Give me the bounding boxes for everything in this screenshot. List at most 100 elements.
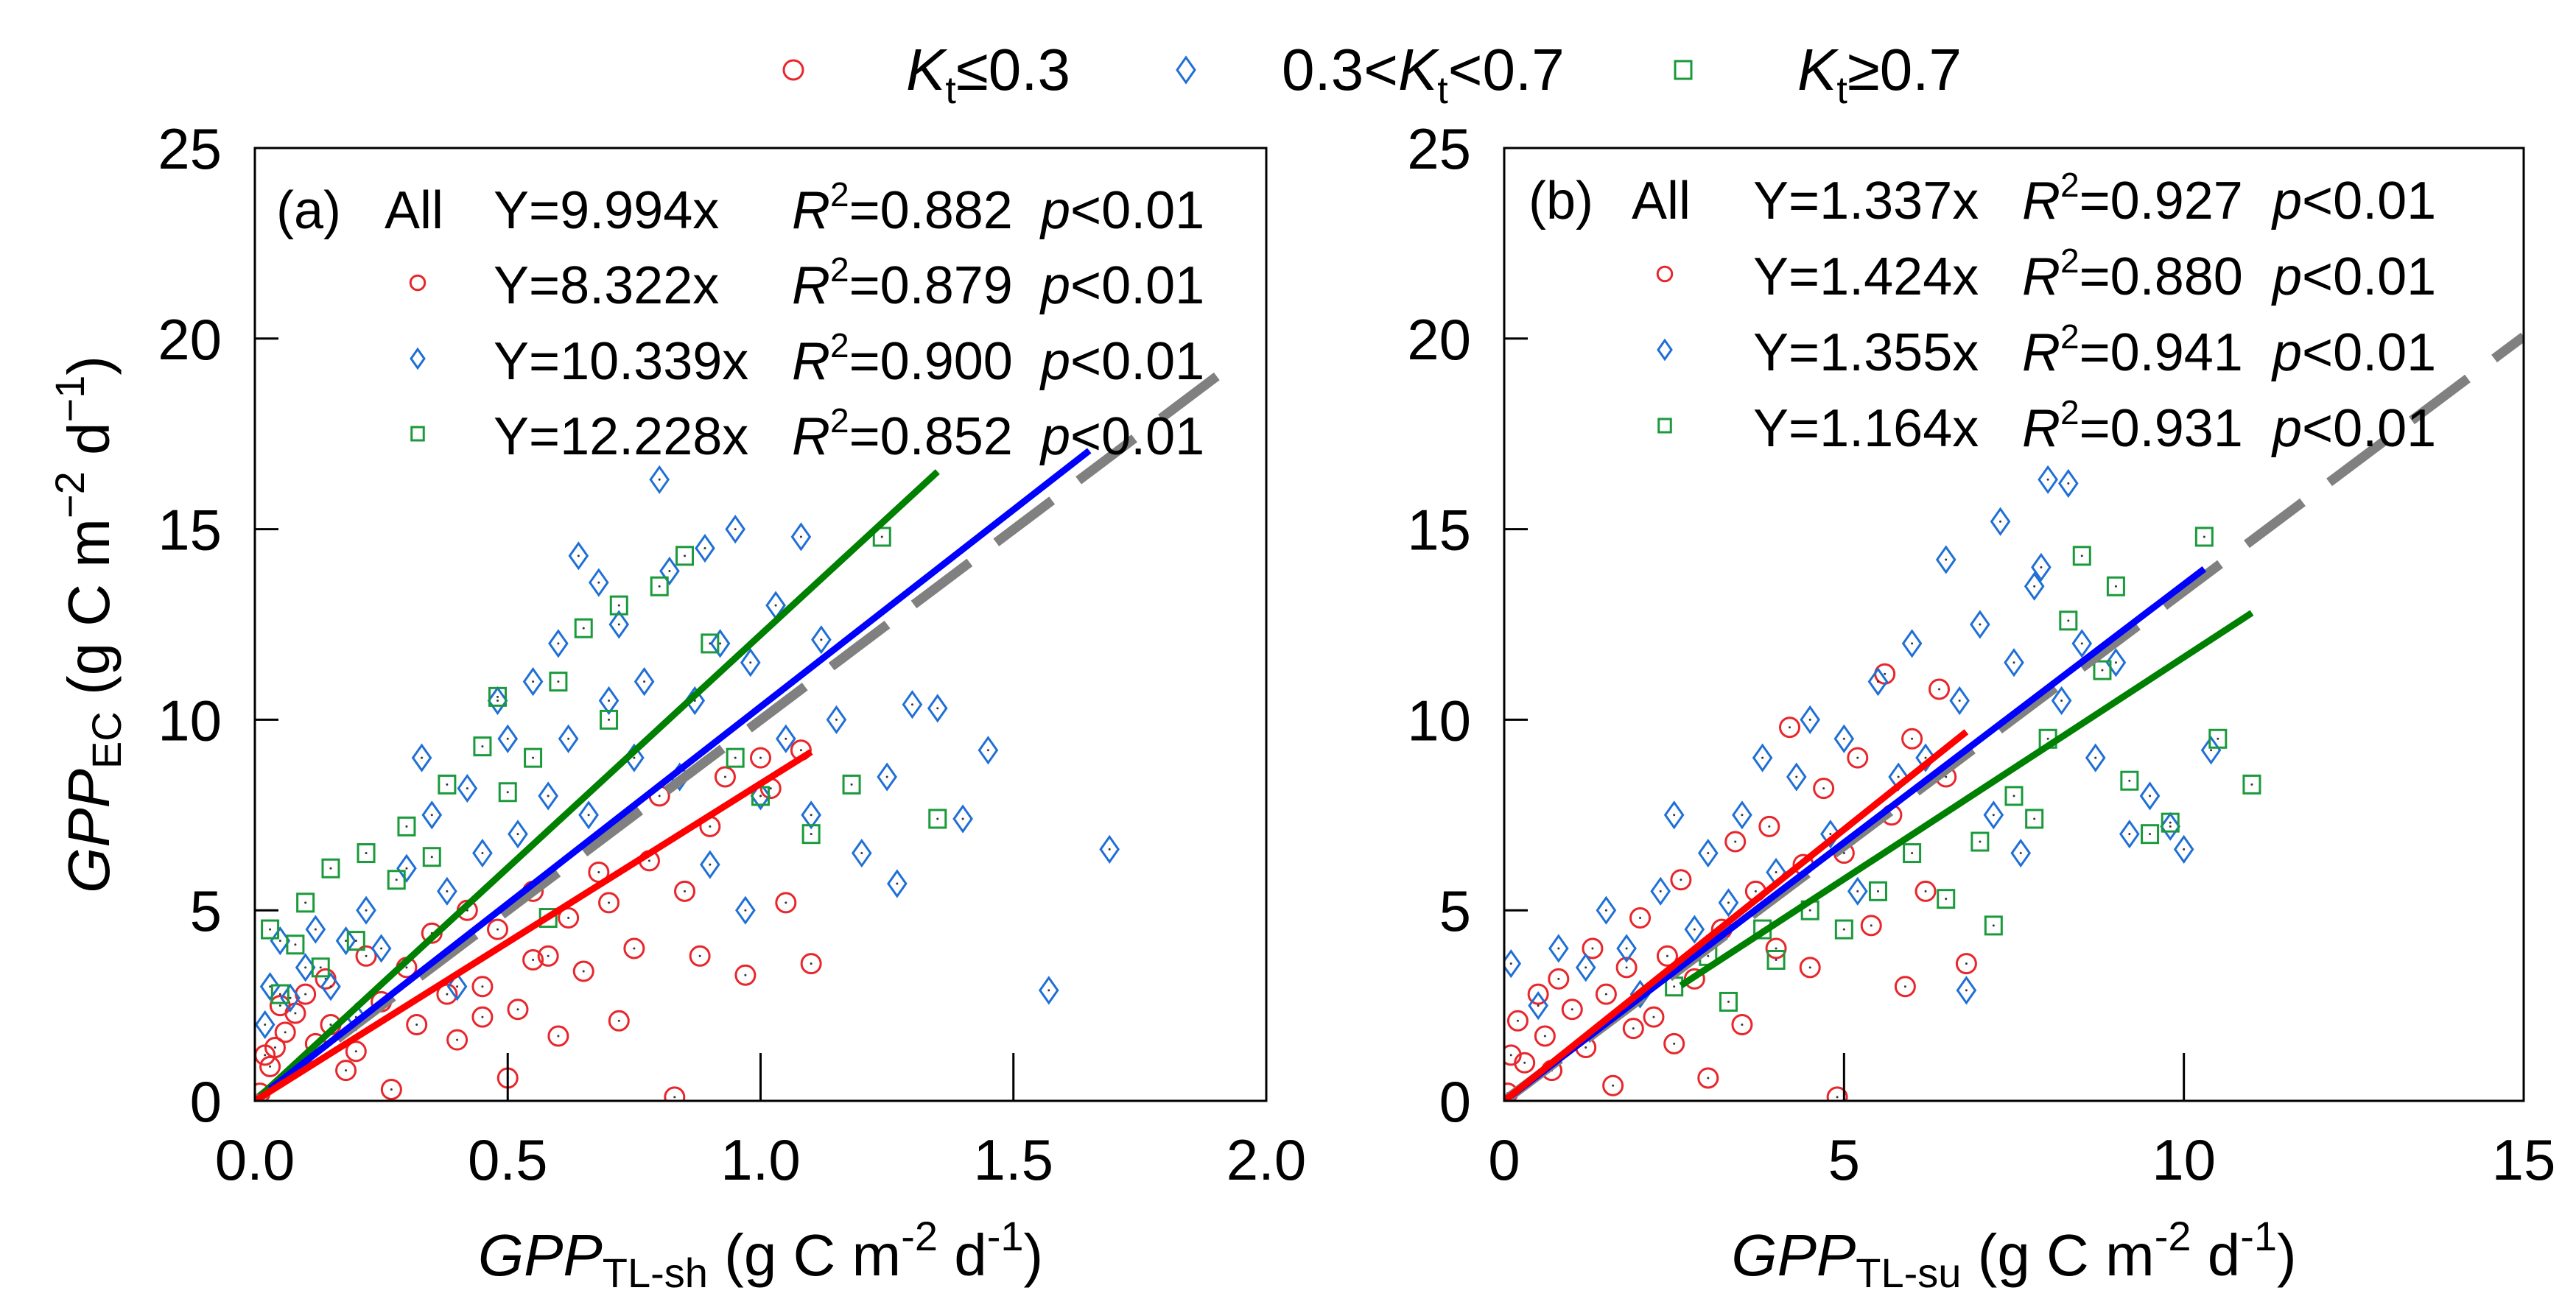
r-exponent: 2 bbox=[830, 401, 849, 440]
data-point bbox=[396, 853, 417, 883]
data-point bbox=[927, 694, 948, 723]
data-point-center bbox=[1965, 989, 1968, 992]
data-point-center bbox=[577, 554, 580, 557]
group-label-all: All bbox=[1632, 172, 1691, 230]
data-point-center bbox=[1537, 1004, 1540, 1007]
data-point bbox=[1099, 834, 1120, 864]
data-point-center bbox=[769, 787, 772, 790]
data-point-center bbox=[365, 954, 368, 957]
data-point bbox=[2057, 468, 2079, 499]
annotation-marker bbox=[410, 426, 425, 442]
data-point-center bbox=[1903, 985, 1906, 988]
data-point bbox=[1575, 953, 1596, 982]
legend-label-k: K bbox=[906, 37, 948, 102]
data-point-center bbox=[1680, 878, 1682, 881]
y-tick-label: 15 bbox=[158, 498, 222, 563]
data-point-center bbox=[1856, 756, 1859, 759]
data-point bbox=[1548, 968, 1570, 990]
y-tick-label: 20 bbox=[158, 307, 222, 372]
data-point bbox=[346, 931, 365, 951]
data-point bbox=[274, 1021, 296, 1043]
fit-line bbox=[255, 749, 813, 1101]
panel-a: 0 5 10 15 20 25 0.0 0.5 1.0 1.5 2.0 (a) All Y=9.994x R… bbox=[46, 116, 1306, 1296]
legend-label-sub: t bbox=[1836, 69, 1847, 112]
data-point bbox=[1718, 888, 1739, 918]
data-point-center bbox=[557, 1035, 560, 1038]
r-value: =0.931 bbox=[2080, 399, 2243, 458]
data-point-center bbox=[633, 756, 636, 759]
x-title-exp: -2 bbox=[2155, 1213, 2191, 1259]
data-point-center bbox=[1707, 852, 1710, 855]
p-value: p<0.01 bbox=[1039, 407, 1204, 466]
data-point bbox=[2173, 834, 2194, 864]
legend-item: Kt≤0.3 bbox=[782, 37, 1070, 112]
r-squared: R2=0.927 bbox=[2022, 166, 2243, 230]
annotation-marker bbox=[410, 347, 426, 370]
data-point-center bbox=[617, 604, 620, 607]
p-symbol: p bbox=[2271, 399, 2302, 458]
data-point-center bbox=[734, 528, 737, 531]
data-point-center bbox=[749, 661, 752, 664]
data-point-center bbox=[516, 833, 519, 836]
data-point-center bbox=[608, 700, 611, 702]
data-point-center bbox=[2012, 795, 2015, 797]
p-symbol: p bbox=[2271, 172, 2302, 230]
data-point-center bbox=[1945, 558, 1948, 561]
data-point-center bbox=[936, 707, 939, 710]
p-symbol: p bbox=[1039, 256, 1070, 315]
data-point-center bbox=[1604, 993, 1607, 996]
data-point-center bbox=[1897, 775, 1900, 778]
data-point bbox=[695, 533, 715, 563]
data-point bbox=[1901, 629, 1923, 658]
data-point bbox=[902, 690, 923, 719]
data-point-center bbox=[1945, 775, 1948, 778]
group-label-all: All bbox=[385, 181, 443, 240]
r-exponent: 2 bbox=[2060, 242, 2080, 280]
data-point bbox=[2119, 820, 2140, 849]
data-point bbox=[1833, 724, 1855, 753]
data-point bbox=[2161, 812, 2180, 833]
data-point bbox=[1650, 876, 1671, 906]
data-point bbox=[2194, 527, 2214, 547]
data-point-center bbox=[1842, 852, 1845, 855]
data-point bbox=[498, 782, 517, 803]
data-point-center bbox=[1911, 642, 1914, 645]
data-point bbox=[1779, 716, 1801, 739]
data-point bbox=[387, 870, 406, 890]
data-point bbox=[734, 964, 757, 986]
data-point bbox=[2004, 648, 2024, 677]
legend-label-suffix: ≥0.7 bbox=[1847, 37, 1962, 102]
data-point-center bbox=[1856, 890, 1859, 892]
data-point bbox=[1949, 686, 1970, 716]
data-point-center bbox=[1659, 890, 1662, 892]
y-tick-label: 20 bbox=[1407, 307, 1471, 372]
data-point-center bbox=[329, 985, 332, 988]
data-point bbox=[1820, 820, 1841, 849]
data-point-center bbox=[278, 940, 281, 943]
data-point-center bbox=[2169, 825, 2172, 828]
data-point-center bbox=[1754, 890, 1757, 892]
data-point-center bbox=[608, 901, 611, 904]
data-point bbox=[623, 937, 645, 959]
fit-line bbox=[267, 448, 1092, 1092]
data-point bbox=[487, 918, 509, 940]
panel-label: (b) bbox=[1529, 172, 1593, 230]
p-symbol: p bbox=[1039, 181, 1070, 240]
r-symbol: R bbox=[792, 181, 830, 240]
r-exponent: 2 bbox=[2060, 393, 2080, 432]
data-point-center bbox=[1870, 924, 1873, 927]
data-point-center bbox=[684, 890, 687, 892]
data-point-center bbox=[582, 627, 585, 630]
data-point bbox=[709, 629, 731, 658]
data-point-center bbox=[1047, 989, 1050, 992]
legend-label: Kt≤0.3 bbox=[906, 37, 1070, 112]
data-point-center bbox=[1911, 852, 1914, 855]
data-point-center bbox=[1761, 756, 1764, 759]
annotation-marker bbox=[409, 274, 427, 292]
data-point bbox=[1663, 800, 1685, 830]
data-point-center bbox=[278, 993, 281, 996]
p-text: <0.01 bbox=[1070, 407, 1204, 466]
data-point-center bbox=[1673, 985, 1676, 988]
p-value: p<0.01 bbox=[1039, 256, 1204, 315]
